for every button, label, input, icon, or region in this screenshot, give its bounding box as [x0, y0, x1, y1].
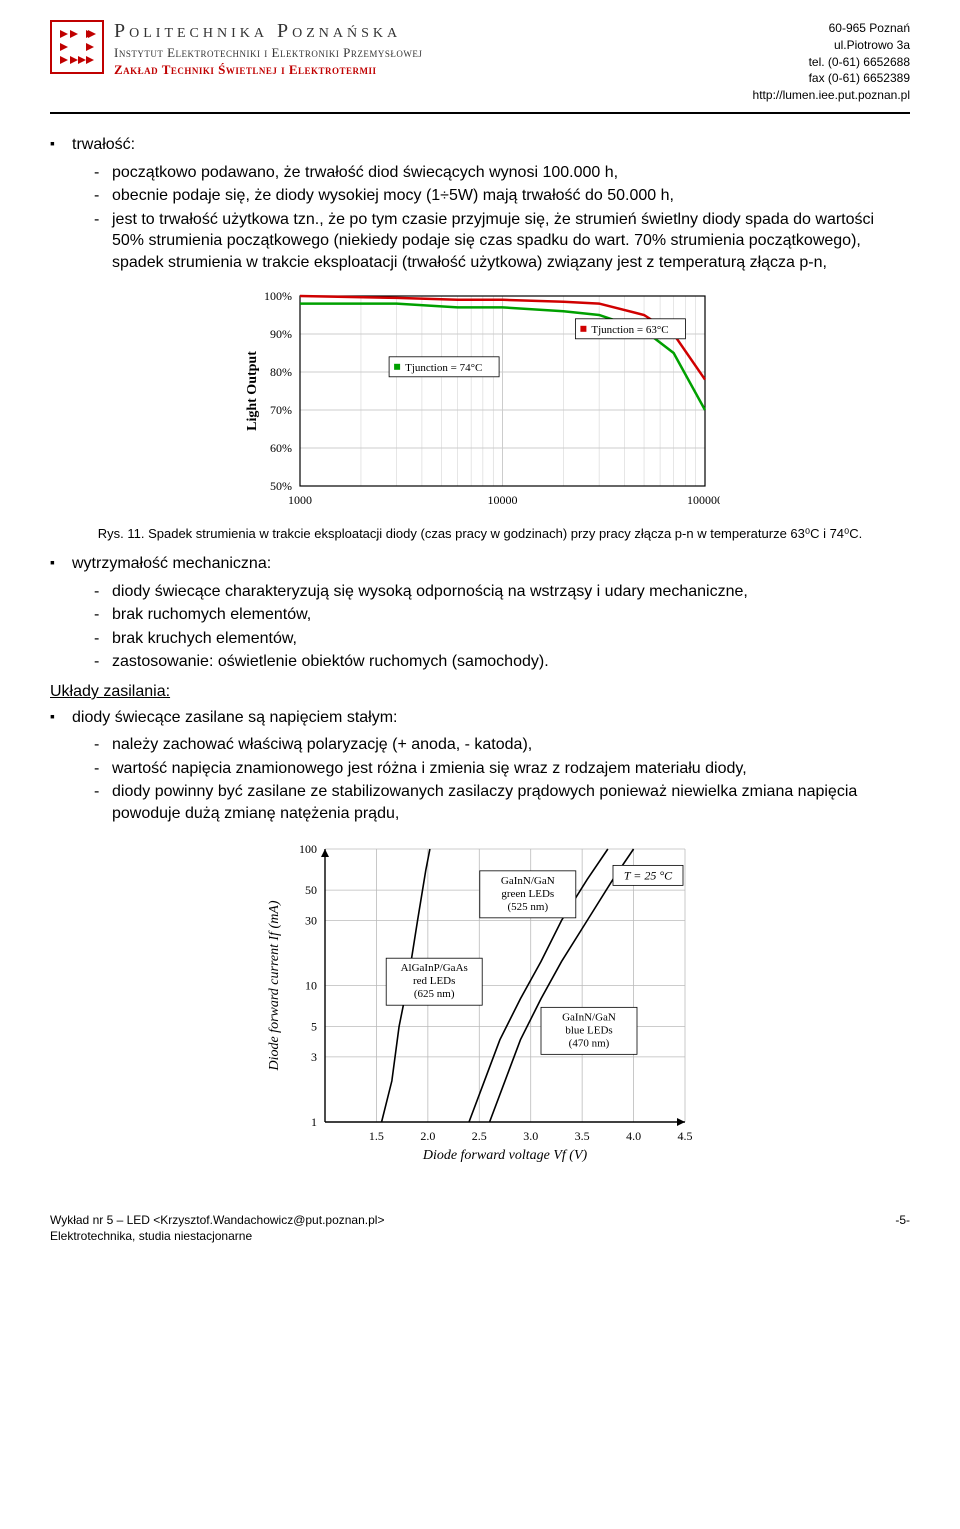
svg-text:90%: 90%	[270, 327, 292, 341]
uklady-list: należy zachować właściwą polaryzację (+ …	[50, 734, 910, 824]
trwalosc-list: początkowo podawano, że trwałość diod św…	[50, 162, 910, 274]
footer-line: Wykład nr 5 – LED <Krzysztof.Wandachowic…	[50, 1213, 384, 1229]
svg-text:blue LEDs: blue LEDs	[565, 1024, 612, 1036]
footer-left: Wykład nr 5 – LED <Krzysztof.Wandachowic…	[50, 1213, 384, 1244]
svg-text:(625 nm): (625 nm)	[414, 988, 455, 1000]
tel-line: tel. (0-61) 6652688	[753, 54, 910, 71]
svg-text:AlGaInP/GaAs: AlGaInP/GaAs	[401, 962, 468, 974]
diode-iv-chart: 1 3 5 10 30 50 100 1.5 2.0 2.5 3.0 3.5 4.0 4.5 Diode f…	[260, 837, 700, 1177]
svg-text:3: 3	[311, 1049, 317, 1063]
wytrzymalosc-list: diody świecące charakteryzują się wysoką…	[50, 581, 910, 673]
university-name: Politechnika Poznańska	[114, 20, 422, 43]
fax-line: fax (0-61) 6652389	[753, 70, 910, 87]
svg-text:4.5: 4.5	[678, 1129, 693, 1143]
page-number: -5-	[895, 1213, 910, 1244]
svg-text:30: 30	[305, 913, 317, 927]
svg-text:2.0: 2.0	[420, 1129, 435, 1143]
page-content: trwałość: początkowo podawano, że trwało…	[50, 134, 910, 1183]
svg-text:100%: 100%	[264, 289, 292, 303]
addr-line: 60-965 Poznań	[753, 20, 910, 37]
institute-name: Instytut Elektrotechniki i Elektroniki P…	[114, 45, 422, 61]
list-item: zastosowanie: oświetlenie obiektów rucho…	[94, 651, 910, 673]
list-item: początkowo podawano, że trwałość diod św…	[94, 162, 910, 184]
figure-11-caption: Rys. 11. Spadek strumienia w trakcie eks…	[90, 526, 870, 543]
list-item: należy zachować właściwą polaryzację (+ …	[94, 734, 910, 756]
list-item: diody powinny być zasilane ze stabilizow…	[94, 781, 910, 824]
svg-text:50%: 50%	[270, 479, 292, 493]
svg-text:1000: 1000	[288, 493, 312, 507]
svg-text:red LEDs: red LEDs	[413, 975, 455, 987]
list-item: diody świecące charakteryzują się wysoką…	[94, 581, 910, 603]
list-item: jest to trwałość użytkowa tzn., że po ty…	[94, 209, 910, 274]
light-output-chart: 50% 60% 70% 80% 90% 100% 1000 10000 100000 Light …	[240, 286, 720, 516]
svg-text:50: 50	[305, 883, 317, 897]
university-text: Politechnika Poznańska Instytut Elektrot…	[114, 20, 422, 78]
header-contact: 60-965 Poznań ul.Piotrowo 3a tel. (0-61)…	[753, 20, 910, 104]
svg-text:(525 nm): (525 nm)	[507, 900, 548, 912]
list-item: brak kruchych elementów,	[94, 628, 910, 650]
svg-text:4.0: 4.0	[626, 1129, 641, 1143]
svg-text:Diode forward voltage Vf (V): Diode forward voltage Vf (V)	[422, 1148, 588, 1163]
figure-11-chart: 50% 60% 70% 80% 90% 100% 1000 10000 100000 Light …	[50, 286, 910, 523]
svg-text:Diode forward current If (mA: Diode forward current If (mA)	[267, 900, 282, 1071]
svg-text:1: 1	[311, 1115, 317, 1129]
page-header: Politechnika Poznańska Instytut Elektrot…	[50, 20, 910, 114]
svg-text:T = 25 °C: T = 25 °C	[624, 868, 673, 882]
department-name: Zakład Techniki Świetlnej i Elektrotermi…	[114, 62, 422, 78]
bullet-trwalosc: trwałość:	[50, 134, 910, 156]
pp-logo-icon	[50, 20, 104, 74]
url-line: http://lumen.iee.put.poznan.pl	[753, 87, 910, 104]
uklady-heading: Układy zasilania:	[50, 681, 910, 703]
footer-line: Elektrotechnika, studia niestacjonarne	[50, 1229, 384, 1245]
svg-text:10000: 10000	[488, 493, 518, 507]
svg-text:3.5: 3.5	[575, 1129, 590, 1143]
bullet-heading: wytrzymałość mechaniczna:	[72, 555, 271, 572]
svg-text:Tjunction = 63°C: Tjunction = 63°C	[591, 323, 668, 335]
bullet-heading: diody świecące zasilane są napięciem sta…	[72, 709, 397, 726]
list-item: obecnie podaje się, że diody wysokiej mo…	[94, 185, 910, 207]
svg-text:(470 nm): (470 nm)	[569, 1037, 610, 1049]
svg-text:GaInN/GaN: GaInN/GaN	[501, 874, 555, 886]
svg-text:Tjunction = 74°C: Tjunction = 74°C	[405, 361, 482, 373]
svg-text:GaInN/GaN: GaInN/GaN	[562, 1011, 616, 1023]
svg-text:Light Output: Light Output	[245, 350, 260, 430]
svg-text:3.0: 3.0	[523, 1129, 538, 1143]
bullet-uklady: diody świecące zasilane są napięciem sta…	[50, 707, 910, 729]
svg-text:2.5: 2.5	[472, 1129, 487, 1143]
bullet-wytrzymalosc: wytrzymałość mechaniczna:	[50, 553, 910, 575]
svg-text:green LEDs: green LEDs	[501, 887, 554, 899]
addr-line: ul.Piotrowo 3a	[753, 37, 910, 54]
svg-text:100: 100	[299, 842, 317, 856]
page-footer: Wykład nr 5 – LED <Krzysztof.Wandachowic…	[50, 1213, 910, 1244]
svg-text:5: 5	[311, 1019, 317, 1033]
svg-text:10: 10	[305, 978, 317, 992]
list-item: brak ruchomych elementów,	[94, 604, 910, 626]
bullet-heading: trwałość:	[72, 136, 135, 153]
svg-text:70%: 70%	[270, 403, 292, 417]
list-item: wartość napięcia znamionowego jest różna…	[94, 758, 910, 780]
header-left: Politechnika Poznańska Instytut Elektrot…	[50, 20, 422, 78]
figure-iv-chart: 1 3 5 10 30 50 100 1.5 2.0 2.5 3.0 3.5 4.0 4.5 Diode f…	[50, 837, 910, 1184]
svg-text:1.5: 1.5	[369, 1129, 384, 1143]
svg-text:100000: 100000	[687, 493, 720, 507]
svg-text:80%: 80%	[270, 365, 292, 379]
svg-text:60%: 60%	[270, 441, 292, 455]
